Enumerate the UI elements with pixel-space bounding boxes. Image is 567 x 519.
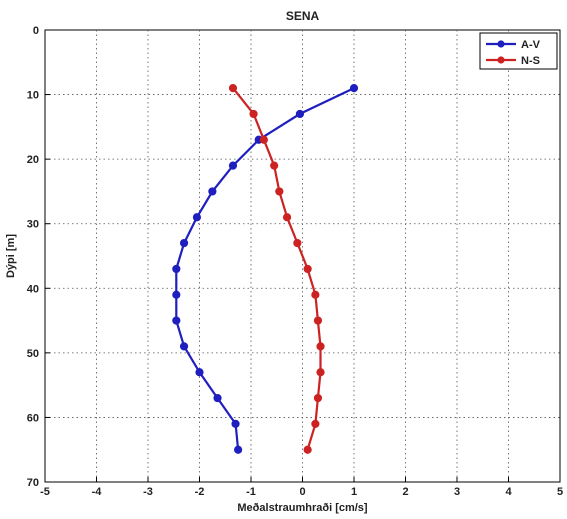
- data-point: [349, 84, 359, 93]
- chart-title: SENA: [286, 9, 320, 23]
- data-point: [172, 264, 181, 274]
- data-point: [259, 135, 268, 144]
- data-point: [303, 264, 312, 274]
- y-tick-label: 30: [27, 219, 39, 231]
- data-point: [179, 342, 189, 351]
- y-ticks: 0 10 20 30 40 50 60 70: [27, 25, 50, 489]
- y-tick-label: 50: [27, 348, 39, 360]
- x-tick-label: -4: [92, 486, 103, 498]
- data-point: [311, 419, 320, 428]
- data-point: [316, 368, 325, 377]
- x-axis-label: Meðalstraumhraði [cm/s]: [237, 502, 368, 514]
- grid: [45, 30, 560, 482]
- data-point: [208, 187, 217, 196]
- x-tick-label: 5: [557, 486, 563, 498]
- x-tick-label: 1: [351, 486, 357, 498]
- x-tick-label: 4: [505, 486, 512, 498]
- x-tick-label: 2: [402, 486, 408, 498]
- data-point: [303, 445, 312, 454]
- data-point: [172, 290, 181, 299]
- y-tick-label: 0: [33, 25, 39, 37]
- data-point: [231, 419, 240, 428]
- y-tick-label: 60: [27, 412, 39, 424]
- legend-label: A-V: [521, 39, 541, 51]
- data-point: [316, 342, 325, 351]
- data-point: [228, 84, 238, 93]
- data-point: [275, 187, 284, 196]
- data-point: [192, 213, 202, 222]
- x-tick-label: -2: [195, 486, 205, 498]
- data-point: [228, 161, 238, 170]
- data-point: [249, 109, 258, 119]
- y-tick-label: 40: [27, 283, 39, 295]
- data-point: [179, 238, 189, 248]
- x-tick-label: -1: [246, 486, 256, 498]
- data-point: [295, 109, 305, 119]
- y-tick-label: 10: [27, 90, 39, 102]
- data-point: [172, 316, 181, 325]
- x-ticks: -5 -4 -3 -2 -1 0 1 2 3 4 5: [40, 477, 563, 498]
- data-point: [293, 238, 302, 248]
- x-tick-label: 0: [299, 486, 305, 498]
- data-point: [313, 316, 323, 325]
- legend: A-V N-S: [479, 32, 558, 70]
- series-group: [172, 84, 359, 454]
- x-tick-label: 3: [454, 486, 460, 498]
- data-point: [234, 445, 243, 454]
- legend-box: [479, 32, 558, 70]
- data-point: [213, 393, 222, 403]
- y-axis-label: Dýpi [m]: [5, 234, 17, 278]
- y-tick-label: 70: [27, 477, 39, 489]
- data-point: [195, 368, 204, 377]
- legend-label: N-S: [521, 55, 540, 67]
- y-tick-label: 20: [27, 154, 39, 166]
- data-point: [282, 213, 292, 222]
- data-point: [313, 393, 323, 403]
- data-point: [270, 161, 279, 170]
- x-tick-label: -5: [40, 486, 50, 498]
- data-point: [311, 290, 320, 299]
- x-tick-label: -3: [143, 486, 153, 498]
- legend-swatch-marker: [497, 56, 505, 64]
- legend-swatch-marker: [497, 40, 505, 48]
